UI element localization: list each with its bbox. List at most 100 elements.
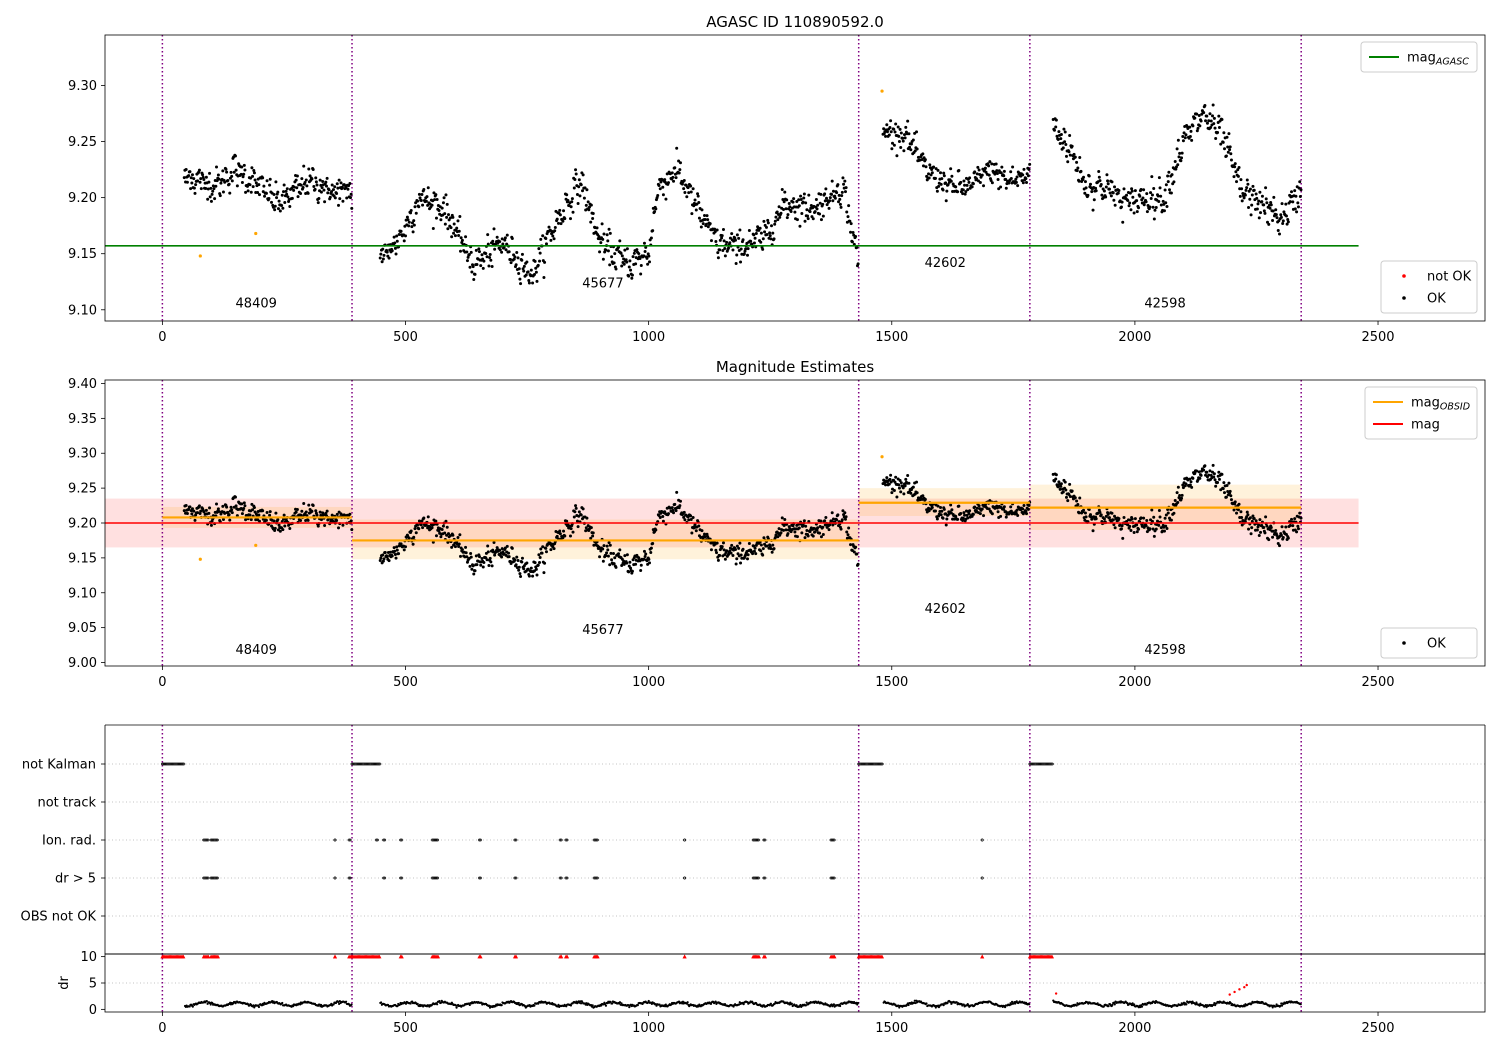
- ok-point: [1175, 491, 1179, 495]
- ok-point: [1284, 214, 1288, 218]
- ok-point: [1140, 201, 1144, 205]
- ok-point: [243, 168, 247, 172]
- ok-point: [1009, 509, 1013, 513]
- ok-point: [1079, 169, 1083, 173]
- ok-point: [897, 483, 901, 487]
- ok-point: [1264, 186, 1268, 190]
- ok-point: [789, 210, 793, 214]
- ok-point: [505, 233, 509, 237]
- ok-point: [536, 563, 540, 567]
- ok-point: [464, 235, 468, 239]
- ok-point: [959, 512, 963, 516]
- ok-point: [818, 201, 822, 205]
- ok-point: [1239, 178, 1243, 182]
- ok-point: [437, 209, 441, 213]
- ok-point: [1190, 485, 1194, 489]
- legend-label: OK: [1427, 637, 1446, 652]
- ok-point: [758, 226, 762, 230]
- ok-point: [797, 204, 801, 208]
- ok-point: [807, 193, 811, 197]
- ok-point: [1199, 119, 1203, 123]
- ok-point: [219, 181, 223, 185]
- ok-point: [262, 184, 266, 188]
- ok-point: [944, 181, 948, 185]
- ok-point: [221, 504, 225, 508]
- ok-point: [515, 250, 519, 254]
- ok-point: [786, 213, 790, 217]
- ok-point: [443, 222, 447, 226]
- dr-point: [350, 1003, 353, 1006]
- ok-point: [901, 136, 905, 140]
- ok-point: [1262, 203, 1266, 207]
- ok-point: [1212, 475, 1216, 479]
- ok-point: [230, 174, 234, 178]
- ok-point: [577, 178, 581, 182]
- legend-label-main: OK: [1427, 637, 1446, 652]
- ok-point: [217, 510, 221, 514]
- dr-point: [647, 999, 650, 1003]
- obsid-label: 48409: [236, 297, 277, 312]
- ok-point: [518, 572, 522, 576]
- ok-point: [821, 202, 825, 206]
- ok-point: [623, 554, 627, 558]
- ok-point: [649, 550, 653, 554]
- ok-point: [335, 518, 339, 522]
- dr-point: [292, 1005, 295, 1008]
- ok-point: [525, 561, 529, 565]
- ok-point: [1002, 505, 1006, 509]
- ok-point: [770, 550, 774, 554]
- ok-point: [1166, 174, 1170, 178]
- ok-point: [847, 526, 851, 530]
- ok-point: [230, 508, 234, 512]
- ok-point: [1094, 517, 1098, 521]
- ok-point: [1059, 137, 1063, 141]
- ok-point: [1102, 189, 1106, 193]
- ok-point: [1286, 536, 1290, 540]
- ok-point: [239, 172, 243, 176]
- ok-point: [782, 200, 786, 204]
- ok-point: [716, 251, 720, 255]
- ok-point: [459, 554, 463, 558]
- ok-point: [1142, 188, 1146, 192]
- ok-point: [1180, 493, 1184, 497]
- flag-marker: [383, 876, 387, 880]
- ok-point: [380, 260, 384, 264]
- ok-point: [571, 210, 575, 214]
- ok-point: [385, 555, 389, 559]
- ok-point: [607, 227, 611, 231]
- y-tick-label: 9.30: [68, 447, 97, 462]
- ok-point: [261, 176, 265, 180]
- ok-point: [424, 199, 428, 203]
- ok-point: [1208, 469, 1212, 473]
- ok-point: [836, 513, 840, 517]
- ok-point: [628, 259, 632, 263]
- ok-point: [207, 511, 211, 515]
- ok-point: [565, 193, 569, 197]
- ok-point: [1120, 524, 1124, 528]
- dr-point: [618, 1001, 622, 1004]
- ok-point: [252, 506, 256, 510]
- ok-point: [446, 213, 450, 217]
- ok-point: [452, 222, 456, 226]
- ok-point: [657, 183, 661, 187]
- ok-point: [898, 127, 902, 131]
- legend-label-subscript: OBSID: [1440, 402, 1470, 413]
- ok-point: [1172, 180, 1176, 184]
- ok-point: [930, 171, 934, 175]
- ok-point: [647, 254, 651, 258]
- ok-point: [1254, 519, 1258, 523]
- ok-point: [1106, 512, 1110, 516]
- y-tick-label: 9.25: [68, 135, 97, 150]
- ok-point: [1128, 191, 1132, 195]
- flag-marker: [478, 838, 481, 842]
- ok-point: [214, 165, 218, 169]
- ok-point: [751, 552, 755, 556]
- ok-point: [426, 186, 430, 190]
- ok-point: [902, 149, 906, 153]
- ok-point: [208, 506, 212, 510]
- dr-point: [1003, 1006, 1007, 1009]
- ok-point: [852, 550, 856, 554]
- ok-point: [942, 507, 946, 511]
- ok-point: [589, 220, 593, 224]
- ok-point: [544, 242, 548, 246]
